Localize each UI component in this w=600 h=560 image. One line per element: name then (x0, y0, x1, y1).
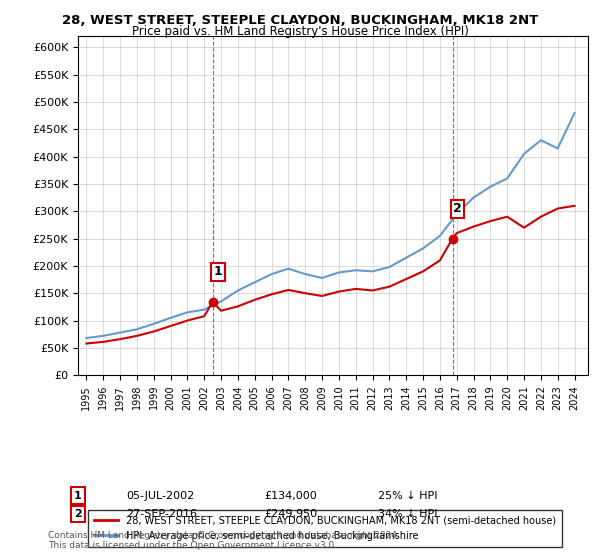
Legend: 28, WEST STREET, STEEPLE CLAYDON, BUCKINGHAM, MK18 2NT (semi-detached house), HP: 28, WEST STREET, STEEPLE CLAYDON, BUCKIN… (88, 510, 562, 547)
Text: Contains HM Land Registry data © Crown copyright and database right 2024.: Contains HM Land Registry data © Crown c… (48, 531, 400, 540)
Text: 34% ↓ HPI: 34% ↓ HPI (378, 509, 437, 519)
Text: Price paid vs. HM Land Registry's House Price Index (HPI): Price paid vs. HM Land Registry's House … (131, 25, 469, 38)
Text: 27-SEP-2016: 27-SEP-2016 (126, 509, 197, 519)
Text: 25% ↓ HPI: 25% ↓ HPI (378, 491, 437, 501)
Text: 05-JUL-2002: 05-JUL-2002 (126, 491, 194, 501)
Text: 2: 2 (453, 202, 462, 215)
Text: £134,000: £134,000 (264, 491, 317, 501)
Text: 1: 1 (214, 265, 222, 278)
Text: This data is licensed under the Open Government Licence v3.0.: This data is licensed under the Open Gov… (48, 542, 337, 550)
Text: 1: 1 (74, 491, 82, 501)
Text: 28, WEST STREET, STEEPLE CLAYDON, BUCKINGHAM, MK18 2NT: 28, WEST STREET, STEEPLE CLAYDON, BUCKIN… (62, 14, 538, 27)
Text: £249,950: £249,950 (264, 509, 317, 519)
Text: 2: 2 (74, 509, 82, 519)
